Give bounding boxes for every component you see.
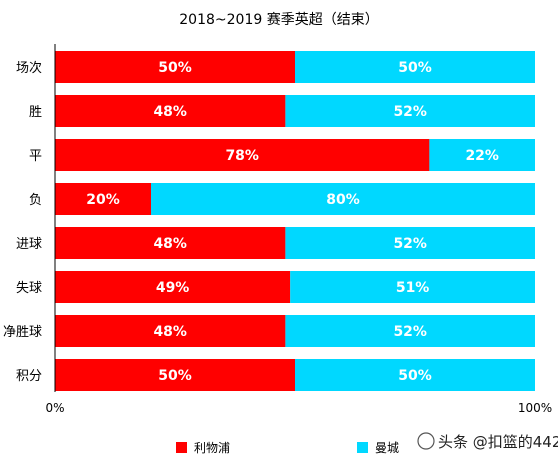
category-label: 负 <box>29 193 42 208</box>
bar-liverpool <box>55 227 286 259</box>
legend-label: 利物浦 <box>194 441 230 455</box>
bars-group: 50% 50% 48% 52% 78% 22% 20% 80% 48% 52% 49% 51% 48% 5… <box>55 51 535 391</box>
bar-mancity <box>285 315 535 347</box>
bar-liverpool <box>55 183 151 215</box>
bar-liverpool <box>55 359 295 391</box>
bar-value-label: 52% <box>393 324 427 340</box>
bar-liverpool <box>55 271 291 303</box>
category-label: 场次 <box>16 60 42 76</box>
watermark: 头条 @扣篮的442 <box>417 432 558 451</box>
bar-value-label: 22% <box>465 148 499 164</box>
bar-value-label: 52% <box>393 236 427 252</box>
bar-mancity <box>429 139 535 171</box>
bar-value-label: 52% <box>393 104 427 120</box>
bar-value-label: 78% <box>225 148 259 164</box>
legend: 利物浦 曼城 <box>176 441 399 455</box>
x-tick-label: 100% <box>518 401 552 415</box>
bar-value-label: 80% <box>326 192 360 208</box>
bar-mancity <box>295 359 535 391</box>
watermark-text: 头条 @扣篮的442 <box>438 433 558 451</box>
bar-mancity <box>285 227 535 259</box>
watermark-logo-icon <box>417 432 435 450</box>
bar-value-label: 50% <box>398 368 432 384</box>
bar-value-label: 50% <box>158 368 192 384</box>
bar-value-label: 50% <box>158 60 192 76</box>
category-label: 积分 <box>16 369 42 384</box>
category-label: 净胜球 <box>3 325 42 340</box>
bar-liverpool <box>55 315 286 347</box>
bar-value-label: 49% <box>156 280 190 296</box>
legend-swatch <box>357 442 368 453</box>
bar-value-label: 20% <box>86 192 120 208</box>
bar-value-label: 48% <box>153 324 187 340</box>
bar-mancity <box>295 51 535 83</box>
bar-value-label: 51% <box>396 280 430 296</box>
x-tick-label: 0% <box>45 401 64 415</box>
category-label: 进球 <box>16 237 42 252</box>
category-label: 胜 <box>29 105 42 120</box>
bar-liverpool <box>55 139 430 171</box>
category-label: 平 <box>29 149 42 164</box>
x-tick-labels: 0% 100% <box>45 401 552 415</box>
bar-value-label: 50% <box>398 60 432 76</box>
bar-liverpool <box>55 51 295 83</box>
legend-label: 曼城 <box>375 441 399 455</box>
bar-liverpool <box>55 95 286 127</box>
bar-mancity <box>290 271 535 303</box>
bar-mancity <box>151 183 535 215</box>
bar-value-label: 48% <box>153 104 187 120</box>
category-label: 失球 <box>16 281 42 296</box>
bar-value-label: 48% <box>153 236 187 252</box>
bar-mancity <box>285 95 535 127</box>
legend-swatch <box>176 442 187 453</box>
chart-title: 2018~2019 赛季英超（结束） <box>179 11 378 28</box>
